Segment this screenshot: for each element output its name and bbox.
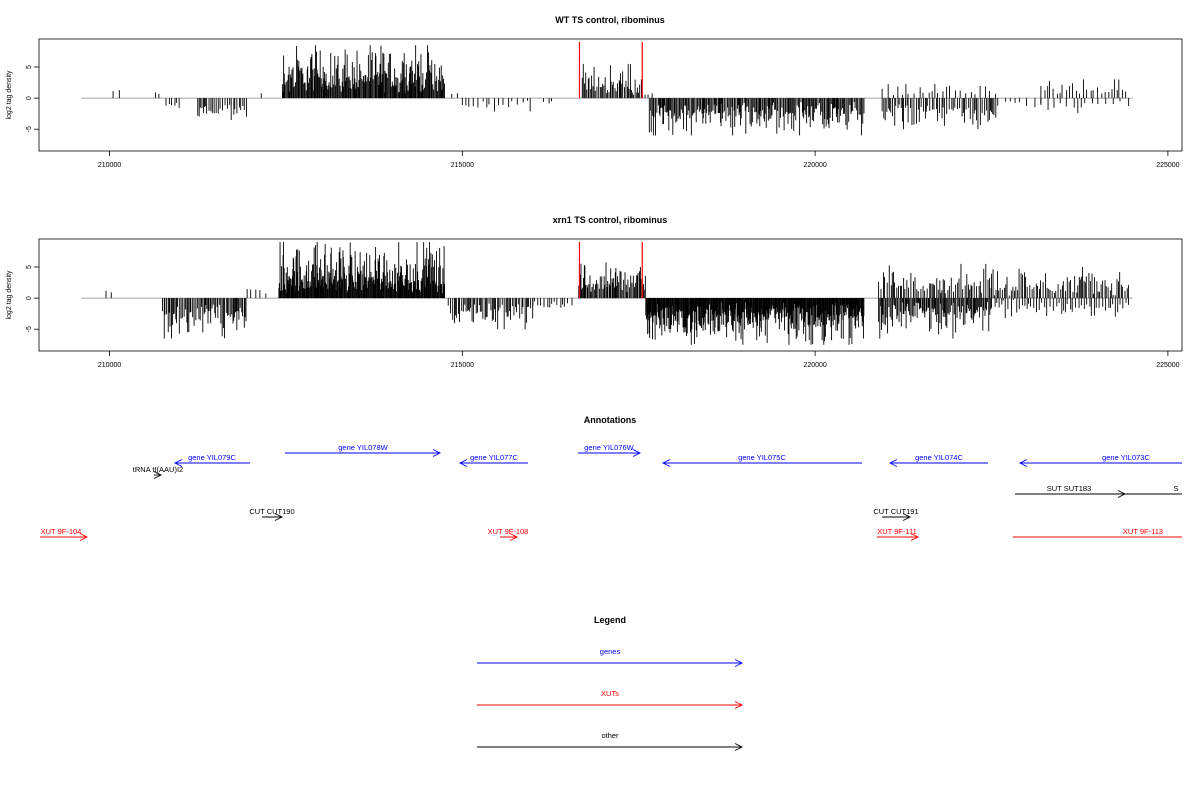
legend-entry: other	[477, 731, 744, 751]
arrow-head	[902, 513, 912, 521]
annotation-feature: CUT CUT190	[249, 507, 295, 521]
feature-label: XUT 9F-108	[488, 527, 529, 536]
boundary-markers	[578, 42, 643, 99]
feature-label: gene YIL073C	[1102, 453, 1150, 462]
annotation-feature: CUT CUT191	[873, 507, 919, 521]
feature-label: gene YIL077C	[470, 453, 518, 462]
arrow-head	[910, 533, 920, 541]
legend-label: XUTs	[601, 689, 619, 698]
y-axis-label: log2 tag density	[6, 270, 13, 320]
axis-ticks: 210000 215000 220000 225000 -5 0 5	[26, 65, 1180, 169]
arrow-head	[509, 533, 519, 541]
y-tick-label: 5	[26, 265, 33, 269]
x-tick-label: 220000	[803, 162, 826, 169]
x-tick-label: 210000	[98, 162, 121, 169]
x-tick-label: 210000	[98, 362, 121, 369]
feature-label: gene YIL074C	[915, 453, 963, 462]
feature-label: gene YIL076W	[584, 443, 634, 452]
feature-label: CUT CUT191	[873, 507, 918, 516]
annotation-feature: gene YIL075C	[661, 453, 862, 467]
legend-entry: genes	[477, 647, 744, 667]
annotations-track: Annotations gene YIL079C gene YIL078W gene…	[40, 415, 1182, 541]
x-tick-label: 220000	[803, 362, 826, 369]
arrow-head	[888, 459, 898, 467]
arrow-head	[632, 449, 642, 457]
panel-title: xrn1 TS control, ribominus	[553, 215, 668, 225]
axis-ticks: 210000 215000 220000 225000 -5 0 5	[26, 265, 1180, 369]
annotation-feature: SUT SUT183	[1015, 484, 1182, 498]
arrow-head	[79, 533, 89, 541]
annotation-feature: gene YIL077C	[458, 453, 528, 467]
x-tick-label: 215000	[451, 362, 474, 369]
x-tick-label: 225000	[1156, 362, 1179, 369]
density-bars	[81, 45, 1133, 136]
y-axis-label: log2 tag density	[6, 70, 13, 120]
arrow-head	[734, 743, 744, 751]
feature-label: XUT 9F-111	[877, 527, 917, 536]
feature-label: SUT SUT183	[1047, 484, 1091, 493]
annotation-feature: XUT 9F-108	[488, 527, 529, 541]
y-tick-label: 0	[26, 296, 33, 300]
y-tick-label: 0	[26, 96, 33, 100]
arrow-head	[173, 459, 183, 467]
annotation-feature: gene YIL076W	[578, 443, 642, 457]
legend-label: other	[601, 731, 619, 740]
feature-label: gene YIL078W	[338, 443, 388, 452]
y-tick-label: -5	[26, 126, 33, 132]
feature-label: S	[1173, 484, 1178, 493]
annotation-feature: gene YIL074C	[888, 453, 988, 467]
boundary-markers	[578, 242, 643, 299]
legend-entry: XUTs	[477, 689, 744, 709]
annotations-title: Annotations	[584, 415, 637, 425]
annotation-feature: S	[1173, 484, 1178, 493]
legend: Legend genes XUTs other	[477, 615, 744, 751]
legend-label: genes	[600, 647, 621, 656]
arrow-head	[1018, 459, 1028, 467]
annotation-feature: XUT 9F-104	[40, 527, 89, 541]
arrow-head	[153, 471, 163, 479]
arrow-head	[734, 701, 744, 709]
arrow-head	[458, 459, 468, 467]
arrow-head	[274, 513, 284, 521]
arrow-head	[661, 459, 671, 467]
y-tick-label: -5	[26, 326, 33, 332]
feature-label: CUT CUT190	[249, 507, 294, 516]
density-bars	[81, 242, 1133, 345]
y-tick-label: 5	[26, 65, 33, 69]
arrow-head	[734, 659, 744, 667]
plot-frame	[38, 38, 1183, 152]
annotation-feature: XUT 9F-113	[1013, 527, 1182, 538]
feature-label: gene YIL079C	[188, 453, 236, 462]
annotation-feature: gene YIL073C	[1018, 453, 1182, 467]
arrow-head	[1117, 490, 1127, 498]
panel-title: WT TS control, ribominus	[555, 15, 665, 25]
annotation-feature: gene YIL078W	[285, 443, 442, 457]
legend-title: Legend	[594, 615, 626, 625]
feature-label: tRNA tI(AAU)I2	[133, 465, 183, 474]
feature-label: XUT 9F-113	[1123, 527, 1163, 536]
x-tick-label: 225000	[1156, 162, 1179, 169]
xrn1-density-panel: xrn1 TS control, ribominus log2 tag dens…	[6, 215, 1183, 369]
arrow-head	[432, 449, 442, 457]
feature-label: gene YIL075C	[738, 453, 786, 462]
feature-label: XUT 9F-104	[41, 527, 82, 536]
annotation-feature: gene YIL079C	[173, 453, 250, 467]
annotation-feature: tRNA tI(AAU)I2	[133, 465, 183, 479]
x-tick-label: 215000	[451, 162, 474, 169]
plot-frame	[38, 238, 1183, 352]
wt-density-panel: WT TS control, ribominus log2 tag densit…	[6, 15, 1183, 169]
annotation-feature: XUT 9F-111	[877, 527, 920, 541]
